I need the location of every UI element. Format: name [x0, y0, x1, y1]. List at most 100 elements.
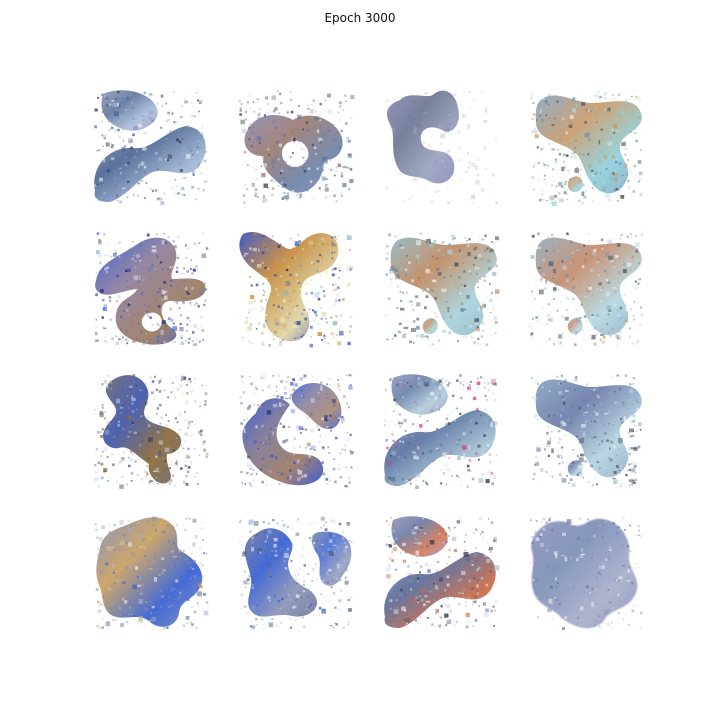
sample-2-pixel-noise — [269, 194, 271, 196]
sample-13-pixel-noise — [96, 624, 99, 628]
sample-8-pixel-noise — [537, 300, 539, 302]
sample-15-pixel-noise — [471, 583, 474, 586]
sample-8-pixel-noise — [534, 298, 536, 300]
sample-1-pixel-noise — [199, 172, 203, 175]
sample-2-pixel-noise — [251, 138, 255, 141]
sample-2-pixel-noise — [349, 178, 354, 184]
sample-16-pixel-noise — [608, 557, 610, 560]
sample-14-pixel-noise — [320, 526, 323, 529]
sample-1-pixel-noise — [114, 111, 119, 117]
sample-15-pixel-noise — [486, 558, 491, 563]
sample-6-pixel-noise — [331, 257, 334, 260]
sample-15-pixel-noise — [456, 520, 461, 524]
sample-16-pixel-noise — [567, 520, 570, 523]
sample-9-pixel-noise — [187, 466, 191, 469]
sample-4-pixel-noise — [547, 103, 550, 106]
sample-16-pixel-noise — [627, 545, 630, 548]
sample-1-pixel-noise — [111, 144, 114, 146]
sample-15-pixel-noise — [435, 585, 438, 588]
sample-8-pixel-noise — [554, 291, 556, 293]
sample-9-pixel-noise — [116, 481, 118, 483]
sample-7-pixel-noise — [442, 274, 445, 277]
sample-9-pixel-noise — [178, 451, 180, 453]
sample-6-pixel-noise — [276, 257, 278, 259]
sample-13-pixel-noise — [154, 528, 158, 532]
sample-9-pixel-noise — [113, 435, 116, 438]
sample-6-pixel-noise — [329, 339, 332, 342]
sample-12-pixel-noise — [633, 465, 637, 468]
sample-2-pixel-noise — [348, 188, 351, 190]
sample-10-pixel-noise — [276, 470, 279, 473]
sample-5-highlight-noise — [162, 290, 165, 295]
sample-13-pixel-noise — [200, 527, 203, 529]
sample-16-pixel-noise — [533, 590, 535, 593]
sample-2-pixel-noise — [323, 110, 326, 113]
sample-10-pixel-noise — [327, 446, 330, 449]
sample-14-pixel-noise — [303, 625, 306, 628]
sample-10-pixel-noise — [329, 402, 331, 405]
sample-6-pixel-noise — [293, 240, 296, 243]
sample-10-pixel-noise — [326, 393, 328, 395]
sample-11-pixel-noise — [403, 418, 407, 423]
sample-10-pixel-noise — [341, 448, 344, 451]
sample-13-pixel-noise — [176, 589, 179, 592]
sample-7-pixel-noise — [490, 291, 493, 294]
sample-2-pixel-noise — [305, 121, 309, 124]
sample-4-pixel-noise — [534, 134, 539, 139]
sample-7-pixel-noise — [475, 247, 477, 249]
sample-6-pixel-noise — [261, 342, 265, 346]
sample-3-pixel-noise — [438, 124, 443, 129]
sample-12-pixel-noise — [546, 407, 548, 409]
sample-14-pixel-noise — [255, 618, 258, 621]
sample-6-pixel-noise — [260, 260, 262, 262]
sample-13-pixel-noise — [203, 610, 209, 616]
sample-15-pixel-noise — [421, 598, 424, 602]
sample-9-pixel-noise — [169, 467, 171, 469]
sample-9-pixel-noise — [205, 452, 209, 456]
sample-8-pixel-noise — [602, 240, 605, 242]
sample-9-pixel-noise — [130, 472, 134, 475]
sample-11-pixel-noise — [415, 472, 421, 478]
sample-7-pixel-noise — [489, 299, 493, 302]
sample-13-pixel-noise — [116, 604, 119, 606]
sample-6-pixel-noise — [332, 305, 334, 307]
sample-8-pixel-noise — [622, 269, 627, 274]
sample-1-pixel-noise — [196, 146, 199, 149]
sample-4-pixel-noise — [534, 125, 536, 127]
sample-10-highlight-noise — [246, 461, 251, 466]
sample-6-pixel-noise — [264, 245, 267, 249]
sample-6-pixel-noise — [317, 302, 322, 306]
sample-4-pixel-noise — [615, 187, 619, 191]
sample-14-pixel-noise — [330, 624, 332, 627]
sample-1-pixel-noise — [201, 131, 203, 134]
sample-7-pixel-noise — [466, 239, 469, 242]
sample-6-pixel-noise — [239, 314, 244, 319]
sample-13-pixel-noise — [126, 535, 129, 537]
sample-6-highlight-noise — [303, 281, 309, 286]
sample-7-pixel-noise — [402, 334, 406, 338]
sample-15-pixel-noise — [424, 563, 429, 567]
sample-12-pixel-noise — [630, 420, 633, 424]
sample-16-pixel-noise — [554, 603, 560, 609]
sample-2-pixel-noise — [294, 128, 297, 131]
sample-2-pixel-noise — [307, 104, 309, 106]
sample-11-pixel-noise — [464, 465, 467, 468]
sample-13-pixel-noise — [143, 555, 146, 557]
sample-3-pixel-noise — [442, 110, 444, 112]
sample-9-pixel-noise — [198, 454, 201, 457]
sample-13-pixel-noise — [100, 537, 103, 539]
sample-6-pixel-noise — [288, 312, 292, 316]
sample-12-pixel-noise — [558, 430, 561, 433]
sample-5-pixel-noise — [149, 339, 153, 342]
sample-12-pixel-noise — [615, 422, 617, 425]
sample-8-pixel-noise — [633, 314, 636, 317]
sample-10-pixel-noise — [280, 472, 284, 476]
sample-8-pixel-noise — [611, 340, 613, 342]
sample-6-pixel-noise — [349, 330, 351, 333]
sample-7-pixel-noise — [431, 320, 435, 323]
sample-8-pixel-noise — [546, 316, 548, 318]
sample-14-pixel-noise — [303, 564, 306, 567]
sample-1-highlight-noise — [198, 184, 202, 187]
sample-12-pixel-noise — [611, 376, 613, 379]
sample-15-pixel-noise — [462, 590, 465, 593]
